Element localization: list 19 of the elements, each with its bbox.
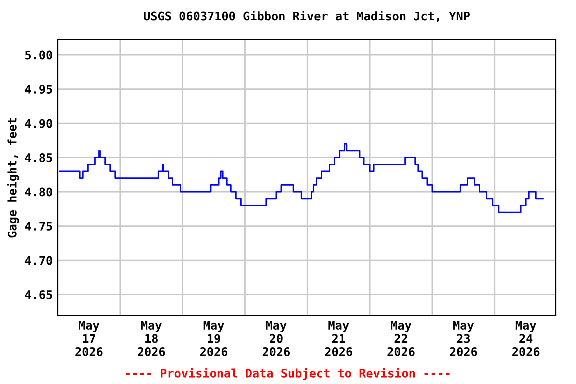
x-tick-label: May 24 2026 <box>512 321 540 356</box>
y-axis-title: Gage height, feet <box>7 118 20 238</box>
y-tick-label: 4.70 <box>25 256 52 266</box>
y-tick-label: 4.65 <box>25 290 52 300</box>
y-tick-label: 5.00 <box>26 50 52 60</box>
x-tick-label: May 17 2026 <box>76 321 103 356</box>
x-tick-label: May 18 2026 <box>138 321 166 356</box>
x-tick-label: May 21 2026 <box>325 321 352 356</box>
chart-title: USGS 06037100 Gibbon River at Madison Jct, YNP <box>144 10 470 22</box>
y-tick-label: 4.85 <box>25 154 52 162</box>
y-tick-label: 4.80 <box>25 188 52 197</box>
x-tick-label: May 23 2026 <box>450 321 478 356</box>
x-tick-label: May 19 2026 <box>200 321 228 356</box>
y-tick-label: 4.95 <box>25 85 52 94</box>
x-tick-label: May 22 2026 <box>388 321 415 356</box>
x-tick-label: May 20 2026 <box>262 321 290 356</box>
y-tick-label: 4.75 <box>25 222 52 231</box>
text: ---- Provisional Data Subject to Revision ---- <box>126 368 450 380</box>
y-tick-label: 4.90 <box>25 119 52 128</box>
